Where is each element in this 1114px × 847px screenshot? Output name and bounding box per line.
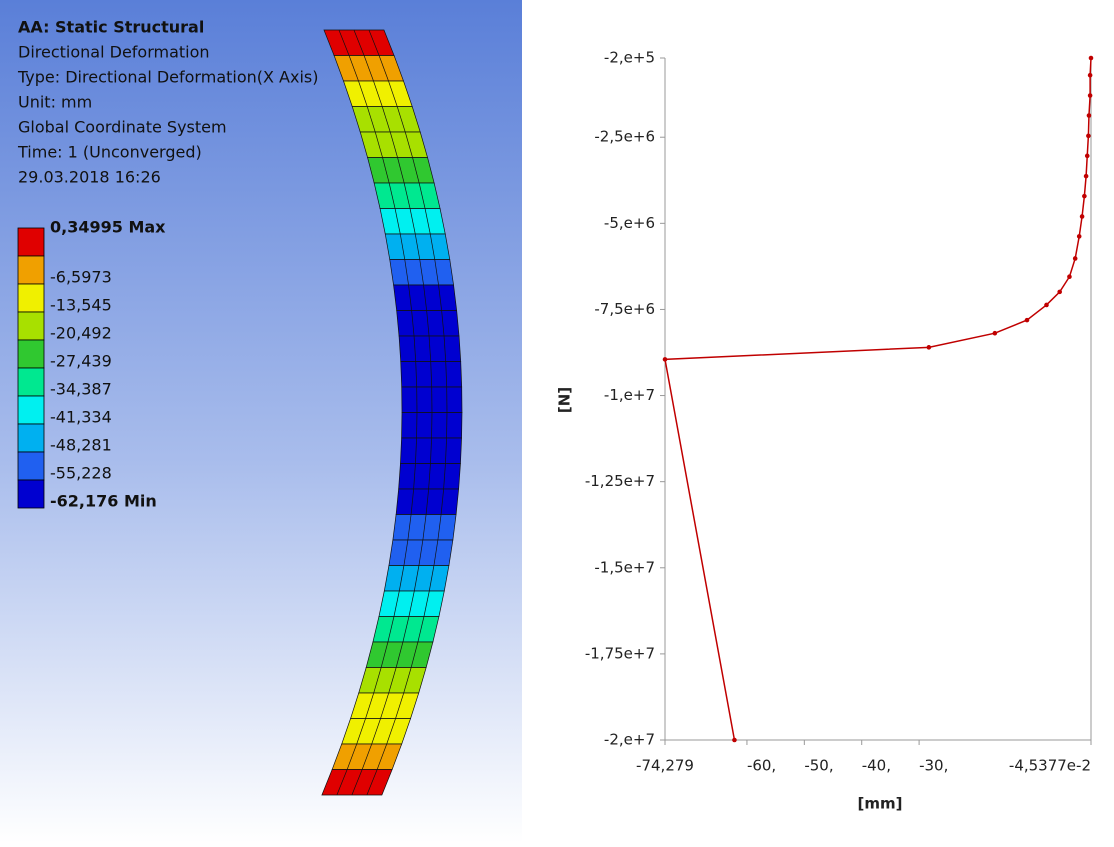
- panel-line: Directional Deformation: [18, 43, 210, 62]
- point: [1082, 194, 1087, 199]
- y-tick-label: -1,5e+7: [594, 558, 655, 576]
- legend-label: -55,228: [50, 464, 112, 483]
- y-tick-label: -1,e+7: [604, 386, 655, 404]
- point: [1057, 290, 1062, 295]
- point: [1086, 134, 1091, 139]
- point: [927, 345, 932, 350]
- y-tick-label: -1,25e+7: [585, 472, 655, 490]
- point: [732, 738, 737, 743]
- y-tick-label: -2,e+7: [604, 731, 655, 749]
- legend-swatch: [18, 396, 44, 424]
- legend-swatch: [18, 368, 44, 396]
- line: [665, 58, 1091, 740]
- point: [1067, 274, 1072, 279]
- legend-swatch: [18, 340, 44, 368]
- legend-swatch: [18, 228, 44, 256]
- legend-label: -41,334: [50, 408, 112, 427]
- point: [1080, 214, 1085, 219]
- y-tick-label: -1,75e+7: [585, 644, 655, 662]
- x-tick-label: -40,: [862, 757, 891, 775]
- point: [1085, 154, 1090, 159]
- panel-title: AA: Static Structural: [18, 18, 204, 37]
- legend-label: -62,176 Min: [50, 492, 157, 511]
- legend-swatch: [18, 312, 44, 340]
- panel-line: Global Coordinate System: [18, 118, 227, 137]
- y-tick-label: -2,e+5: [604, 49, 655, 67]
- legend-swatch: [18, 256, 44, 284]
- point: [663, 357, 668, 362]
- legend-label: -34,387: [50, 380, 112, 399]
- panel-line: Type: Directional Deformation(X Axis): [17, 68, 319, 87]
- y-tick-label: -2,5e+6: [594, 128, 655, 146]
- panel-line: 29.03.2018 16:26: [18, 168, 161, 187]
- point: [1087, 113, 1092, 118]
- y-axis-label: [N]: [556, 387, 574, 413]
- point: [1084, 174, 1089, 179]
- legend-label: -48,281: [50, 436, 112, 455]
- legend-label: 0,34995 Max: [50, 218, 166, 237]
- chart: [N] [mm] -2,e+5 -2,5e+6 -5,e+6 -7,5e+6 -1,e+…: [556, 49, 1094, 813]
- point: [1088, 73, 1093, 78]
- x-tick-label: -50,: [804, 757, 833, 775]
- x-tick-label: -74,279: [636, 757, 694, 775]
- panel-line: Time: 1 (Unconverged): [17, 143, 202, 162]
- x-tick-label: -60,: [747, 757, 776, 775]
- point: [1073, 256, 1078, 261]
- point: [1088, 93, 1093, 98]
- legend-swatch: [18, 284, 44, 312]
- point: [1077, 234, 1082, 239]
- legend-swatch: [18, 424, 44, 452]
- point: [1044, 303, 1049, 308]
- point: [993, 331, 998, 336]
- panel-line: Unit: mm: [18, 93, 92, 112]
- x-axis-label: [mm]: [858, 795, 903, 813]
- legend-label: -13,545: [50, 296, 112, 315]
- legend-label: -27,439: [50, 352, 112, 371]
- point: [1025, 318, 1030, 323]
- y-tick-label: -5,e+6: [604, 214, 655, 232]
- legend-label: -20,492: [50, 324, 112, 343]
- legend-swatch: [18, 452, 44, 480]
- x-tick-label: -30,: [919, 757, 948, 775]
- legend-label: -6,5973: [50, 268, 112, 287]
- y-tick-label: -7,5e+6: [594, 300, 655, 318]
- point: [1089, 56, 1094, 61]
- x-tick-label: -4,5377e-2: [1009, 757, 1091, 775]
- legend-swatch: [18, 480, 44, 508]
